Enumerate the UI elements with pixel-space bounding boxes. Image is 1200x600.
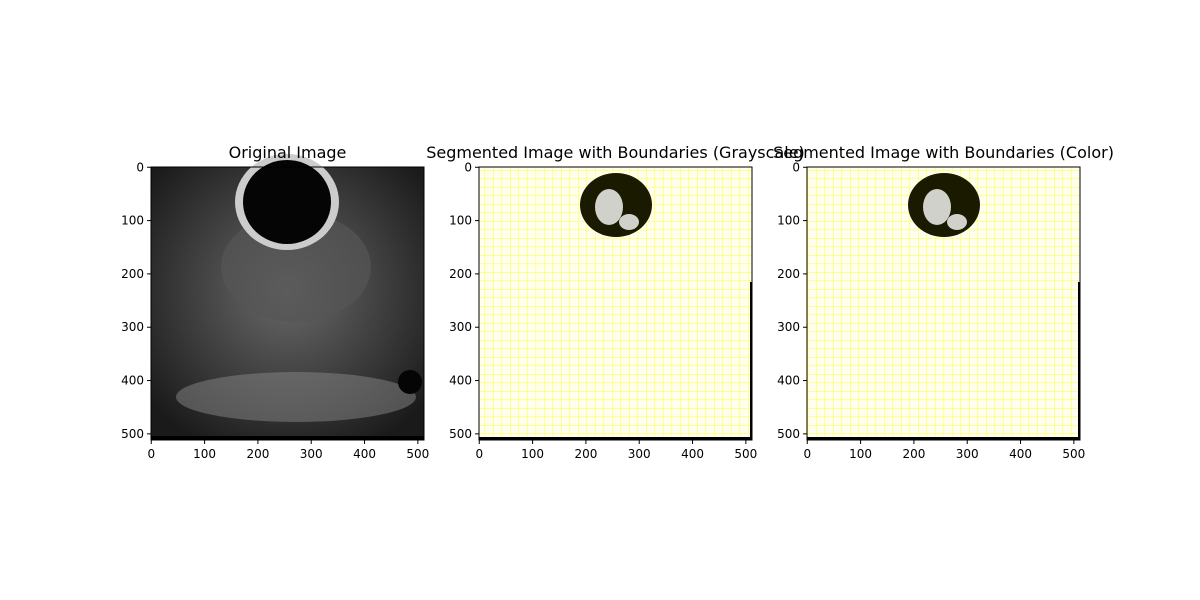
x-tick-label: 500 [1062, 447, 1085, 461]
x-tick-label: 400 [353, 447, 376, 461]
y-tick-label: 100 [777, 214, 800, 228]
y-tick-label: 0 [792, 160, 800, 174]
y-tick-label: 500 [449, 427, 472, 441]
axes-frame [150, 166, 425, 441]
x-tick-label: 0 [147, 447, 155, 461]
image-edge [750, 282, 752, 440]
x-tick-label: 200 [574, 447, 597, 461]
y-tick-label: 500 [121, 427, 144, 441]
y-tick-label: 400 [121, 374, 144, 388]
y-tick-label: 300 [121, 320, 144, 334]
x-tick-label: 100 [193, 447, 216, 461]
image-edge [1078, 282, 1080, 440]
image-edge [479, 437, 752, 440]
y-tick-label: 100 [449, 214, 472, 228]
x-tick-label: 300 [956, 447, 979, 461]
y-tick-label: 0 [136, 160, 144, 174]
anatomy [398, 370, 422, 394]
anatomy [176, 372, 416, 422]
y-tick-label: 400 [449, 374, 472, 388]
x-tick-label: 300 [628, 447, 651, 461]
y-tick-label: 200 [777, 267, 800, 281]
y-tick-label: 200 [121, 267, 144, 281]
segment-blob [923, 189, 951, 225]
x-tick-label: 200 [902, 447, 925, 461]
anatomy [243, 160, 331, 244]
image [151, 154, 424, 440]
x-tick-label: 0 [803, 447, 811, 461]
x-tick-label: 400 [1009, 447, 1032, 461]
x-tick-label: 300 [300, 447, 323, 461]
axes-frame [806, 166, 1081, 441]
subplot-title: Segmented Image with Boundaries (Color) [773, 143, 1114, 162]
image-edge [151, 436, 424, 440]
y-tick-label: 200 [449, 267, 472, 281]
segment-blob [619, 214, 639, 230]
y-tick-label: 300 [449, 320, 472, 334]
x-tick-label: 200 [246, 447, 269, 461]
image-edge [807, 437, 1080, 440]
x-tick-label: 0 [475, 447, 483, 461]
y-tick-label: 400 [777, 374, 800, 388]
y-tick-label: 100 [121, 214, 144, 228]
axes-frame [478, 166, 753, 441]
image [479, 167, 752, 440]
y-tick-label: 0 [464, 160, 472, 174]
y-tick-label: 500 [777, 427, 800, 441]
x-tick-label: 500 [734, 447, 757, 461]
subplot-title: Original Image [229, 143, 347, 162]
y-tick-label: 300 [777, 320, 800, 334]
image [807, 167, 1080, 440]
x-tick-label: 400 [681, 447, 704, 461]
x-tick-label: 500 [406, 447, 429, 461]
subplot-title: Segmented Image with Boundaries (Graysca… [426, 143, 805, 162]
segment-blob [595, 189, 623, 225]
x-tick-label: 100 [521, 447, 544, 461]
x-tick-label: 100 [849, 447, 872, 461]
segment-blob [947, 214, 967, 230]
